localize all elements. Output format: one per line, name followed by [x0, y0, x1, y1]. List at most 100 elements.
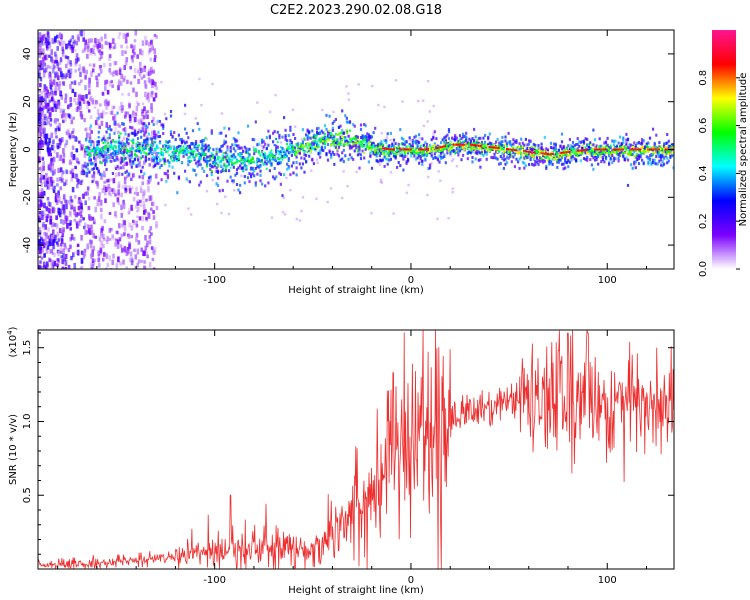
- spectrogram-cell: [380, 159, 383, 163]
- spectrogram-cell: [650, 148, 653, 151]
- spectrogram-cell: [604, 157, 608, 161]
- spectrogram-cell: [56, 118, 59, 122]
- spectrogram-cell: [292, 147, 295, 150]
- spectrogram-cell: [645, 144, 648, 147]
- spectrogram-cell: [229, 166, 232, 169]
- spectrogram-cell: [229, 149, 232, 153]
- spectrogram-cell: [333, 153, 336, 156]
- spectrogram-cell: [77, 205, 81, 211]
- spectrogram-cell: [496, 148, 499, 151]
- spectrogram-cell: [107, 142, 110, 148]
- spectrogram-cell: [593, 150, 597, 154]
- spectrogram-cell: [609, 151, 612, 154]
- spectrogram-cell: [339, 135, 342, 139]
- spectrogram-cell: [202, 156, 206, 160]
- spectrogram-cell: [130, 113, 134, 117]
- spectrogram-cell: [47, 183, 51, 190]
- spectrogram-cell: [66, 222, 69, 229]
- spectrogram-cell: [185, 148, 188, 151]
- spectrogram-cell: [94, 151, 97, 154]
- spectrogram-cell: [248, 160, 251, 163]
- spectrogram-cell: [185, 152, 188, 156]
- spectrogram-cell: [501, 157, 504, 160]
- spectrogram-cell: [394, 155, 397, 159]
- spectrogram-cell: [468, 143, 471, 146]
- spectrogram-cell: [597, 145, 600, 148]
- spectrogram-cell: [650, 153, 653, 157]
- spectrogram-cell: [93, 153, 96, 157]
- spectrogram-cell: [447, 130, 451, 134]
- spectrogram-cell: [38, 248, 42, 255]
- spectrogram-cell: [121, 147, 124, 150]
- spectrogram-cell: [74, 194, 77, 199]
- spectrogram-cell: [56, 152, 59, 158]
- spectrogram-cell: [488, 148, 491, 151]
- spectrogram-cell: [86, 230, 90, 235]
- spectrogram-cell: [56, 258, 60, 262]
- spectrogram-cell: [97, 170, 100, 173]
- spectrogram-cell: [82, 37, 85, 42]
- spectrogram-cell: [608, 149, 610, 152]
- spectrogram-cell: [667, 151, 670, 154]
- spectrogram-cell: [39, 174, 43, 180]
- spectrogram-cell: [104, 158, 107, 162]
- spectrogram-cell: [358, 144, 361, 148]
- spectrogram-cell: [344, 137, 347, 140]
- spectrogram-cell: [61, 205, 65, 210]
- spectrogram-cell: [310, 169, 313, 172]
- spectrogram-cell: [378, 158, 381, 162]
- spectrogram-cell: [484, 140, 487, 144]
- spectrogram-cell: [543, 135, 546, 139]
- spectrogram-cell: [363, 145, 366, 148]
- spectrogram-cell: [125, 45, 129, 49]
- spectrogram-cell: [601, 146, 604, 149]
- spectrogram-cell: [52, 239, 56, 243]
- spectrogram-cell: [173, 153, 176, 157]
- spectrogram-cell: [350, 156, 353, 160]
- spectrogram-cell: [62, 112, 66, 118]
- spectrogram-cell: [347, 92, 350, 95]
- spectrogram-cell: [295, 161, 298, 164]
- spectrogram-cell: [301, 144, 304, 147]
- spectrogram-cell: [276, 141, 279, 144]
- spectrogram-cell: [154, 133, 158, 137]
- spectrogram-cell: [645, 147, 648, 150]
- spectrogram-cell: [103, 100, 107, 106]
- spectrogram-cell: [50, 81, 54, 88]
- spectrogram-cell: [570, 150, 573, 153]
- spectrogram-cell: [94, 120, 98, 126]
- spectrogram-cell: [112, 202, 115, 208]
- spectrogram-cell: [306, 146, 309, 149]
- spectrogram-cell: [163, 113, 167, 116]
- spectrogram-cell: [403, 148, 406, 151]
- spectrogram-cell: [669, 144, 672, 148]
- spectrogram-cell: [144, 152, 147, 155]
- spectrogram-cell: [224, 134, 228, 138]
- spectrogram-cell: [185, 177, 188, 181]
- spectrogram-cell: [56, 143, 59, 148]
- spectrogram-cell: [457, 150, 460, 154]
- spectrogram-cell: [422, 143, 425, 147]
- spectrogram-cell: [128, 243, 132, 250]
- spectrogram-cell: [140, 76, 144, 80]
- spectrogram-cell: [169, 110, 173, 113]
- spectrogram-cell: [113, 165, 117, 170]
- spectrogram-cell: [396, 149, 398, 152]
- spectrogram-cell: [295, 144, 298, 147]
- spectrogram-cell: [39, 65, 42, 71]
- spectrogram-cell: [57, 39, 60, 44]
- spectrogram-cell: [213, 164, 217, 167]
- spectrogram-cell: [150, 107, 153, 113]
- spectrogram-cell: [149, 57, 153, 62]
- spectrogram-cell: [154, 149, 157, 152]
- spectrogram-cell: [446, 151, 449, 155]
- spectrogram-cell: [507, 131, 510, 135]
- spectrogram-cell: [131, 258, 134, 263]
- spectrogram-cell: [617, 156, 620, 160]
- spectrogram-cell: [479, 143, 482, 146]
- spectrogram-cell: [535, 157, 538, 160]
- spectrogram-cell: [281, 154, 284, 158]
- spectrogram-cell: [100, 162, 103, 165]
- spectrogram-cell: [89, 95, 93, 102]
- spectrogram-cell: [182, 150, 185, 154]
